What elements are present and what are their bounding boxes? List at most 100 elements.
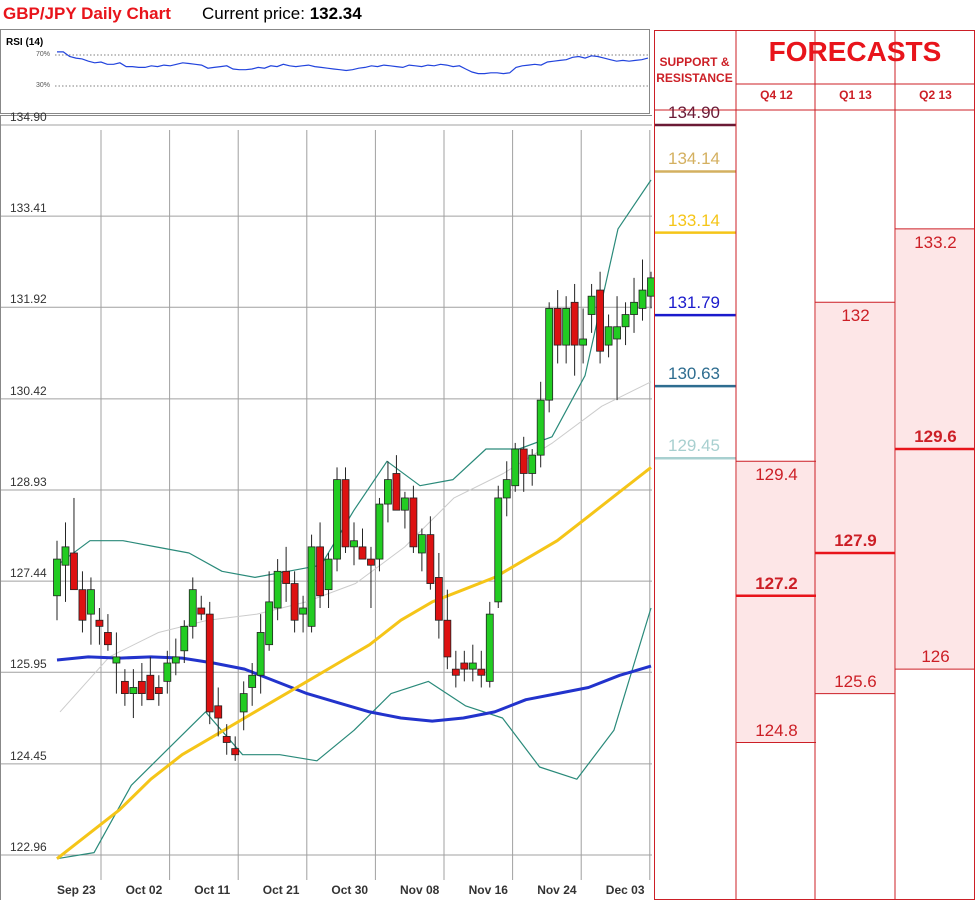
candle [528,449,537,486]
rsi-level-70: 70% [36,51,51,58]
candle [163,650,172,694]
candle [137,663,146,706]
candle-body [401,497,409,511]
candle-body [231,748,240,756]
sr-level-label: 129.45 [668,436,720,456]
bollinger-bands [56,179,652,860]
forecast-low-label: 126 [921,647,950,667]
candle [248,663,257,706]
candle [265,571,274,651]
candle-body [553,308,562,346]
candle-body [409,497,418,548]
candle-body [443,619,452,658]
candle [299,595,307,633]
candle-body [299,607,307,615]
forecasts-heading: FORECASTS [768,36,942,67]
candle-body [367,558,375,566]
sr-level-label: 130.63 [668,364,720,384]
candle [434,552,443,639]
candle-body [95,619,104,627]
bollinger-middle-line [59,381,652,713]
x-tick-label: Nov 08 [400,883,440,897]
candle-body [536,399,545,456]
candle-body [87,589,95,615]
candle-body [188,589,197,627]
candle-body [468,662,477,670]
candle [417,528,426,572]
sma-blue-series [56,655,652,723]
candle-body [214,705,223,719]
forecast-band [737,461,816,743]
candle [95,607,104,645]
x-tick-label: Oct 21 [262,883,300,897]
candle-body [171,656,180,664]
candle-body [120,680,129,694]
candle [409,485,418,553]
candle-body [112,656,121,664]
current-price: Current price: 132.34 [202,4,362,24]
gridlines [1,124,652,880]
candle [324,552,333,608]
quarter-header: Q2 13 [919,88,952,102]
candle [350,522,358,566]
candle-body [417,534,426,554]
y-tick-label: 122.96 [10,840,47,854]
candle [222,724,231,755]
rsi-series [57,51,649,75]
candle-body [426,534,435,584]
candle [171,638,180,676]
support-resistance-lines [654,123,736,460]
candle-body [638,289,647,309]
candle-body [613,326,621,340]
candle-body [104,632,112,646]
rsi-panel-plot [55,51,649,87]
y-tick-label: 134.90 [10,110,47,124]
candle [104,614,112,651]
candle [596,271,604,364]
y-tick-label: 131.92 [10,292,47,307]
candle-body [384,479,392,505]
candle-body [205,613,214,713]
candle [511,442,520,492]
candle [426,516,435,590]
candle [341,467,350,553]
candle-body [494,497,503,603]
bollinger-lower-series [56,607,652,860]
candle [621,302,630,346]
candle [70,497,78,591]
candle-body [350,540,358,548]
candle-body [53,558,61,597]
candle [333,467,341,572]
candle [61,522,70,602]
candle-body [78,589,87,621]
candle-body [290,583,299,621]
candle [485,601,494,688]
candle-body [146,674,155,701]
forecast-high-label: 133.2 [914,232,957,252]
sr-level-label: 134.14 [668,149,720,169]
candle-body [282,570,291,584]
candle-body [61,546,70,566]
candle [273,559,282,621]
forecast-low-label: 125.6 [834,671,877,691]
x-tick-label: Dec 03 [605,883,645,897]
candle-body [239,693,248,713]
candle-body [545,308,554,401]
y-tick-label: 133.41 [10,201,47,216]
candle [630,277,638,333]
sr-level-label: 133.14 [668,210,720,230]
candle [112,632,121,694]
candlesticks [53,259,655,761]
candle-body [485,613,494,682]
forecast-mid-label: 127.2 [755,573,798,593]
candle-body [180,625,189,652]
forecast-low-label: 124.8 [755,720,798,740]
candle [239,681,248,731]
candle-body [460,662,469,670]
chart-title: GBP/JPY Daily Chart [3,4,171,23]
bollinger-middle-series [59,381,652,713]
candle-body [451,668,460,676]
candle [307,534,316,633]
candle-body [562,308,571,346]
